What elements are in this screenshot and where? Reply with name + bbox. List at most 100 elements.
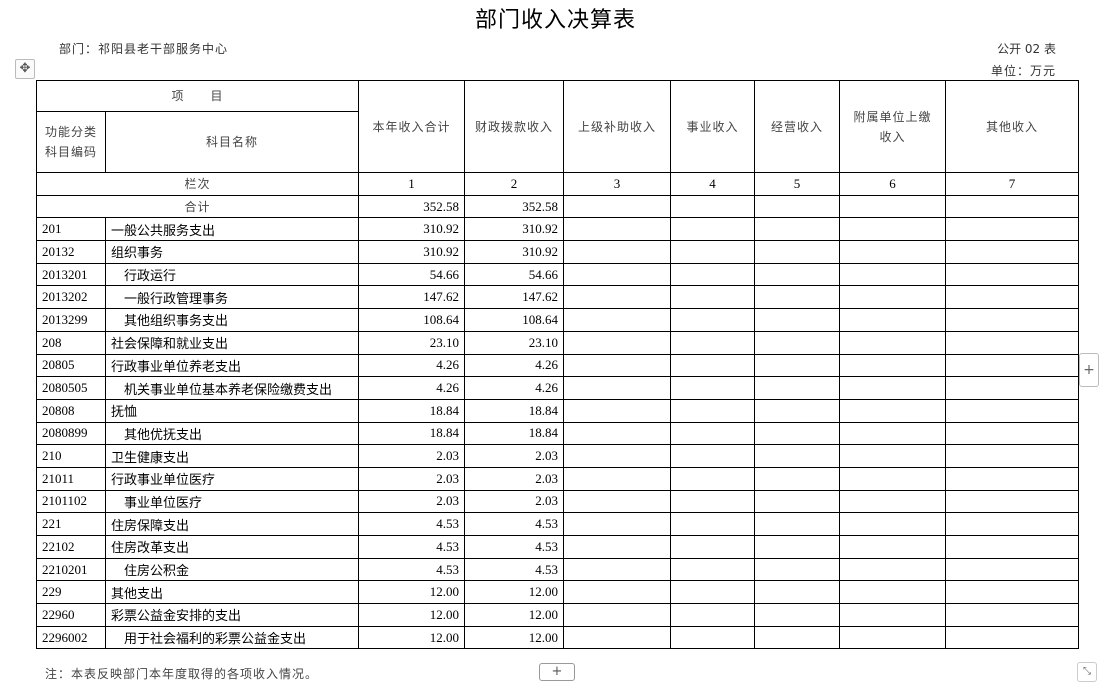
amount-cell: 12.00	[358, 603, 466, 627]
amount-cell: 2.03	[358, 444, 466, 468]
subject-code: 22102	[36, 535, 106, 559]
amount-cell	[945, 512, 1080, 536]
amount-cell	[670, 557, 756, 582]
amount-cell: 12.00	[464, 580, 565, 605]
subject-name: 社会保障和就业支出	[104, 330, 360, 355]
amount-cell	[839, 580, 947, 605]
amount-cell	[839, 308, 947, 332]
amount-cell	[563, 285, 672, 310]
amount-cell	[670, 353, 756, 378]
amount-cell: 4.26	[358, 353, 466, 378]
amount-cell: 54.66	[464, 262, 565, 287]
amount-cell	[754, 535, 841, 559]
row-number: 7	[945, 172, 1080, 196]
table-row: 20805 行政事业单位养老支出 4.26 4.26	[36, 353, 1080, 378]
subject-code: 2080899	[36, 421, 106, 446]
amount-cell	[563, 330, 672, 355]
header-item: 项 目	[35, 80, 360, 112]
table-row: 22960 彩票公益金安排的支出 12.00 12.00	[36, 603, 1080, 627]
table-row: 22102 住房改革支出 4.53 4.53	[36, 535, 1080, 559]
amount-cell	[945, 421, 1080, 446]
amount-cell	[839, 625, 947, 650]
subject-code: 20805	[36, 353, 106, 378]
table-row: 21011 行政事业单位医疗 2.03 2.03	[36, 466, 1080, 491]
amount-cell	[754, 262, 841, 287]
amount-cell	[563, 308, 672, 332]
amount-cell	[839, 512, 947, 536]
page-title: 部门收入决算表	[474, 8, 636, 33]
subject-name: 卫生健康支出	[104, 444, 360, 468]
row-number: 6	[839, 172, 947, 196]
subject-code: 20132	[36, 240, 106, 264]
amount-cell	[563, 557, 672, 582]
amount-cell	[563, 535, 672, 559]
amount-cell: 147.62	[464, 285, 565, 310]
amount-cell: 310.92	[358, 217, 466, 242]
amount-cell	[670, 376, 756, 400]
amount-cell	[670, 603, 756, 627]
amount-cell	[754, 580, 841, 605]
amount-cell	[945, 285, 1080, 310]
total-value	[945, 194, 1080, 219]
header-col: 上级补助收入	[563, 80, 672, 173]
amount-cell	[563, 376, 672, 400]
amount-cell: 2.03	[358, 466, 466, 491]
amount-cell	[754, 398, 841, 423]
amount-cell	[945, 376, 1080, 400]
subject-code: 2080505	[36, 376, 106, 400]
amount-cell: 12.00	[358, 625, 466, 650]
amount-cell	[754, 308, 841, 332]
amount-cell	[839, 262, 947, 287]
table-row: 2013299 其他组织事务支出 108.64 108.64	[36, 308, 1080, 332]
amount-cell: 2.03	[464, 444, 565, 468]
subject-name: 行政事业单位医疗	[104, 466, 360, 491]
table-row: 201 一般公共服务支出 310.92 310.92	[36, 217, 1080, 242]
amount-cell	[945, 580, 1080, 605]
header-col: 附属单位上缴收入	[839, 80, 947, 173]
amount-cell	[945, 353, 1080, 378]
amount-cell	[945, 625, 1080, 650]
amount-cell	[839, 240, 947, 264]
amount-cell	[754, 353, 841, 378]
table-resize-icon[interactable]: ⤡	[1077, 662, 1097, 682]
form-number: 公开 02 表	[997, 42, 1056, 56]
amount-cell	[839, 444, 947, 468]
total-value	[563, 194, 672, 219]
amount-cell	[563, 217, 672, 242]
subject-name: 住房改革支出	[104, 535, 360, 559]
income-table: 项 目 本年收入合计 财政拨款收入 上级补助收入 事业收入 经营收入 附属单位上…	[35, 80, 1080, 650]
amount-cell	[670, 580, 756, 605]
amount-cell: 18.84	[464, 398, 565, 423]
subject-code: 20808	[36, 398, 106, 423]
amount-cell: 4.53	[464, 535, 565, 559]
amount-cell	[670, 466, 756, 491]
amount-cell	[754, 557, 841, 582]
amount-cell	[945, 466, 1080, 491]
amount-cell	[839, 285, 947, 310]
amount-cell	[563, 466, 672, 491]
amount-cell	[754, 466, 841, 491]
table-row: 20132 组织事务 310.92 310.92	[36, 240, 1080, 264]
subject-name: 其他优抚支出	[104, 421, 360, 446]
amount-cell: 310.92	[464, 217, 565, 242]
amount-cell	[670, 444, 756, 468]
amount-cell	[563, 580, 672, 605]
amount-cell: 18.84	[358, 398, 466, 423]
amount-cell	[754, 285, 841, 310]
add-column-button[interactable]: +	[1079, 353, 1099, 387]
amount-cell	[670, 217, 756, 242]
subject-code: 201	[36, 217, 106, 242]
subject-code: 21011	[36, 466, 106, 491]
amount-cell	[563, 625, 672, 650]
amount-cell	[670, 398, 756, 423]
subject-code: 2210201	[36, 557, 106, 582]
department-label: 部门：祁阳县老干部服务中心	[59, 42, 229, 56]
add-row-button[interactable]: +	[539, 663, 575, 681]
table-move-handle-icon[interactable]: ✥	[15, 59, 35, 79]
amount-cell	[945, 444, 1080, 468]
amount-cell: 108.64	[358, 308, 466, 332]
amount-cell: 4.26	[358, 376, 466, 400]
amount-cell	[670, 240, 756, 264]
subject-name: 彩票公益金安排的支出	[104, 603, 360, 627]
subject-code: 2013201	[36, 262, 106, 287]
